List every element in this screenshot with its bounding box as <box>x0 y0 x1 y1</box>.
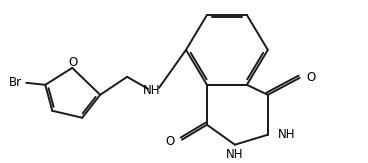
Text: O: O <box>68 56 78 69</box>
Text: NH: NH <box>143 84 161 97</box>
Text: NH: NH <box>226 148 244 161</box>
Text: Br: Br <box>9 76 22 89</box>
Text: NH: NH <box>278 128 295 141</box>
Text: O: O <box>166 135 175 148</box>
Text: O: O <box>307 71 316 84</box>
